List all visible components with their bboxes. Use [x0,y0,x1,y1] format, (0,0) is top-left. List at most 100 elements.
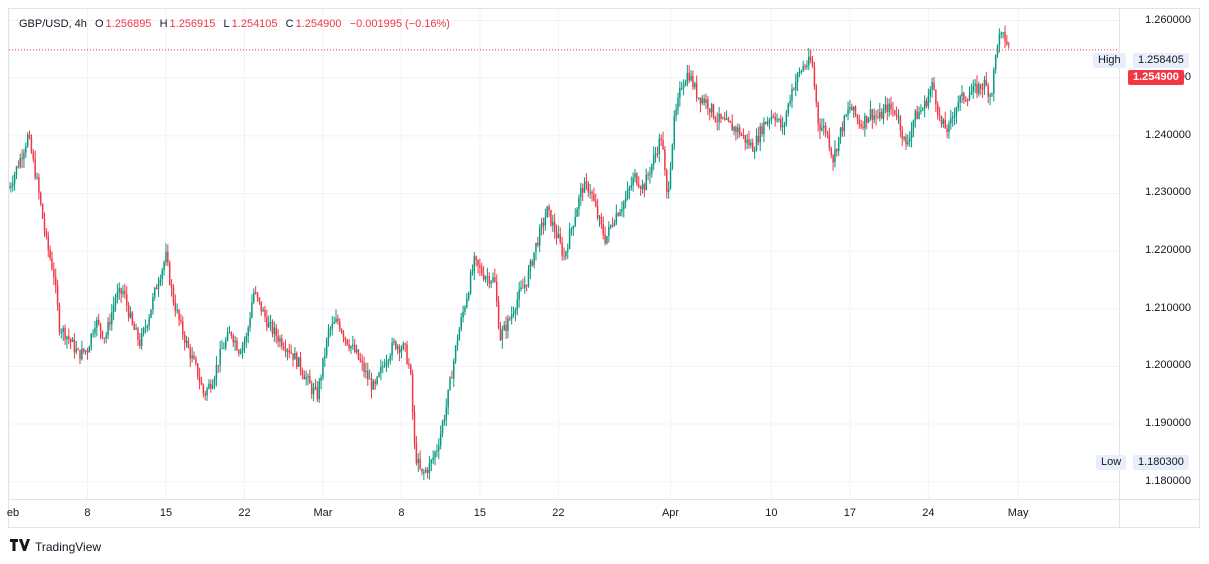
candle-up [634,173,636,178]
candle-up [546,206,548,218]
candle-up [81,348,83,360]
candle-up [763,121,765,135]
candle-down [77,349,79,351]
candle-up [882,109,885,119]
candle-down [404,343,406,345]
candle-down [426,469,429,473]
candle-down [180,319,182,322]
candle-up [879,111,881,118]
candle-down [82,348,85,352]
candle-up [234,340,236,343]
candle-down [193,355,195,359]
candle-up [140,333,143,346]
candle-up [516,299,519,311]
candle-up [800,70,803,72]
candle-up [654,153,657,156]
candle-up [770,116,773,121]
legend-close-label: C [285,18,294,30]
candle-down [637,184,640,188]
candle-up [294,353,296,360]
candle-down [155,287,158,290]
candle-down [183,334,186,343]
candle-up [839,127,842,138]
candle-down [707,99,709,109]
candle-down [666,170,668,192]
candle-down [9,187,10,189]
candle-down [688,72,690,81]
candle-down [411,373,414,413]
candle-up [843,116,846,132]
candle-down [723,118,726,120]
candle-down [363,362,365,373]
candle-up [208,383,210,389]
candle-up [380,366,382,373]
candle-up [223,347,225,349]
candle-up [606,235,608,244]
candle-up [580,188,582,197]
candle-up [778,118,780,120]
candle-down [647,174,649,176]
candle-down [172,287,175,303]
candle-down [509,318,511,320]
candle-up [15,166,18,175]
candle-down [170,284,173,288]
candle-down [238,350,240,354]
candle-down [828,133,831,149]
candle-down [475,256,477,260]
candle-up [989,95,991,97]
candle-up [146,325,149,328]
candle-down [772,116,775,118]
candle-up [464,307,466,312]
candle-up [512,313,515,315]
legend-high: 1.256915 [169,18,216,30]
candle-down [292,353,294,360]
candle-up [438,445,440,451]
candle-up [185,340,188,343]
candle-down [359,358,362,361]
candle-up [750,142,752,146]
candle-up [753,150,756,152]
candle-down [131,312,134,324]
candle-down [68,336,70,339]
candle-down [595,200,597,207]
chart-legend: GBP/USD, 4h O 1.256895 H 1.256915 L 1.25410… [19,18,452,30]
candle-up [912,120,915,129]
candle-down [940,115,943,124]
candle-down [58,305,61,333]
price-chart[interactable] [9,9,1199,527]
candle-down [309,376,311,384]
candle-down [499,328,502,340]
candle-up [518,289,520,300]
candle-down [965,100,967,102]
candle-down [187,340,190,348]
candle-up [484,277,487,280]
candle-down [563,255,565,257]
candle-up [722,118,724,120]
price-tick-label: 1.230000 [1145,186,1191,199]
candle-down [133,323,135,330]
candle-up [978,84,980,94]
candle-up [651,164,653,174]
candle-up [667,188,670,192]
candle-up [262,310,264,312]
candle-up [565,251,567,257]
candle-up [869,109,872,118]
candle-up [791,88,793,101]
candle-up [225,340,227,348]
candle-down [168,262,171,285]
price-tick-label: 1.200000 [1145,359,1191,372]
candle-down [585,181,588,184]
candle-up [116,292,119,299]
candle-down [38,177,40,193]
candle-up [25,146,27,153]
candle-down [451,377,453,379]
candle-down [137,328,139,340]
candle-down [856,115,859,119]
tradingview-brand[interactable]: TradingView [10,539,101,554]
candle-up [852,106,855,111]
candle-up [423,472,425,474]
candle-down [410,365,412,374]
candle-down [316,387,319,400]
candle-up [469,273,472,294]
low-value-tag: 1.180300 [1133,455,1189,470]
